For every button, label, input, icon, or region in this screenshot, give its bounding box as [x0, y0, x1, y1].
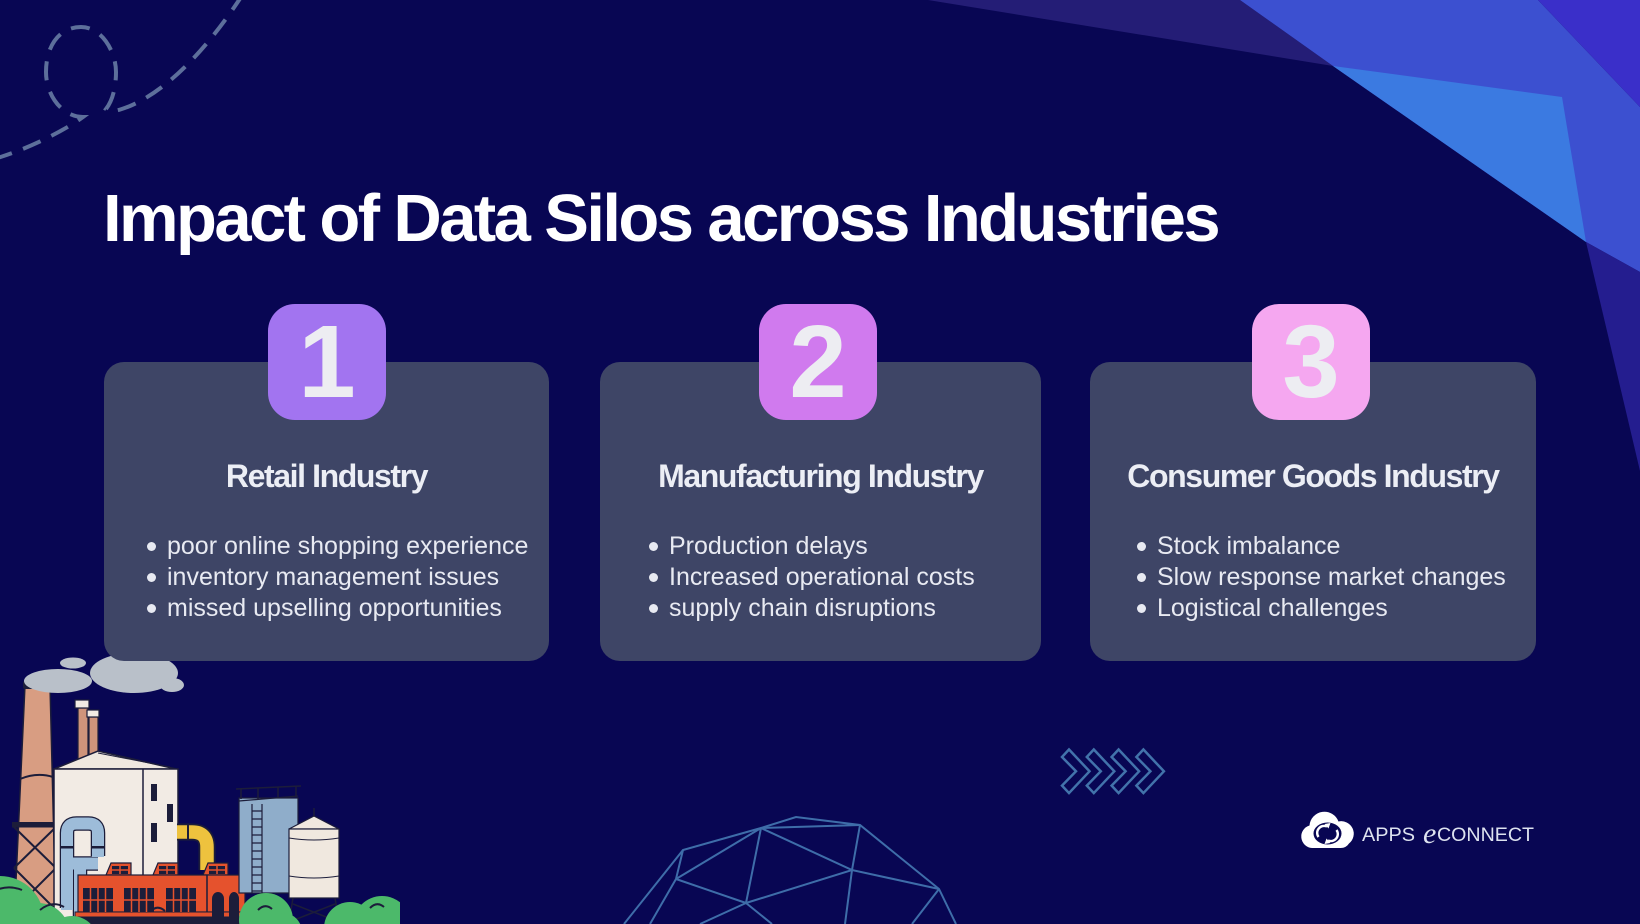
svg-text:e: e: [1423, 817, 1436, 850]
svg-text:CONNECT: CONNECT: [1437, 825, 1534, 846]
svg-text:APPS: APPS: [1362, 825, 1415, 846]
